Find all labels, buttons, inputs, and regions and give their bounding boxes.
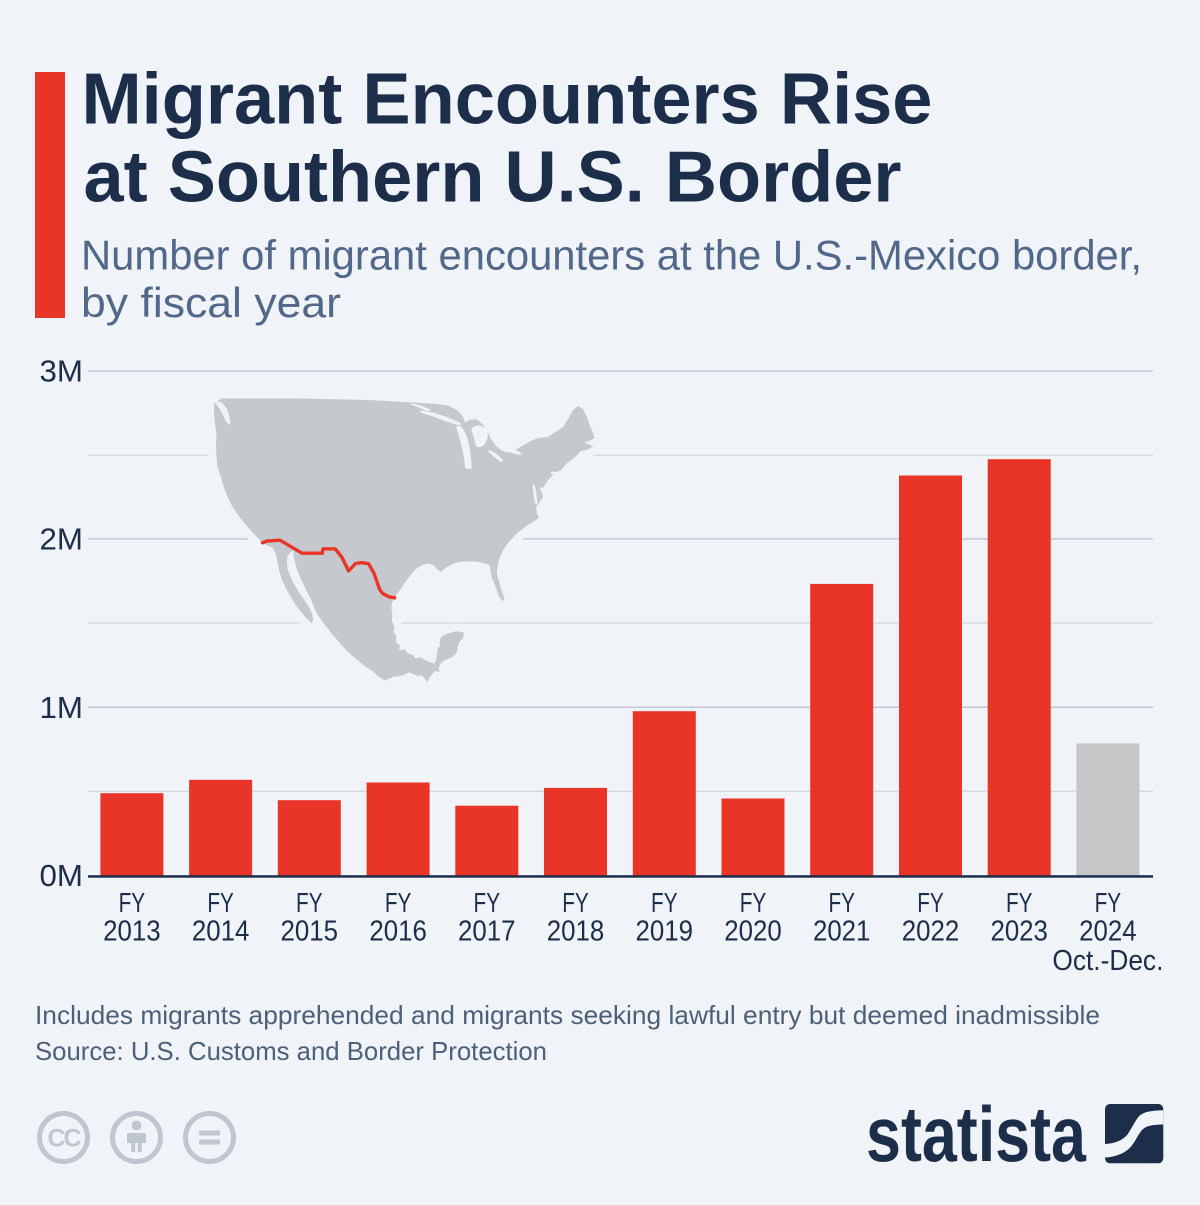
svg-text:FY: FY bbox=[1006, 887, 1033, 918]
svg-text:FY: FY bbox=[1095, 887, 1122, 918]
svg-text:Number of migrant encounters a: Number of migrant encounters at the U.S.… bbox=[81, 232, 1142, 279]
svg-text:Oct.-Dec.: Oct.-Dec. bbox=[1052, 945, 1163, 977]
svg-text:FY: FY bbox=[740, 887, 767, 918]
svg-text:FY: FY bbox=[917, 887, 944, 918]
svg-text:statista: statista bbox=[866, 1090, 1086, 1178]
svg-text:3M: 3M bbox=[40, 354, 84, 389]
svg-text:2022: 2022 bbox=[902, 915, 960, 947]
svg-text:2014: 2014 bbox=[192, 915, 250, 947]
svg-text:FY: FY bbox=[207, 887, 234, 918]
svg-text:2023: 2023 bbox=[990, 915, 1048, 947]
svg-text:FY: FY bbox=[385, 887, 412, 918]
svg-text:by fiscal year: by fiscal year bbox=[81, 279, 341, 326]
svg-text:2013: 2013 bbox=[103, 915, 161, 947]
svg-text:2020: 2020 bbox=[724, 915, 782, 947]
svg-text:FY: FY bbox=[562, 887, 589, 918]
svg-text:2016: 2016 bbox=[369, 915, 427, 947]
svg-text:at Southern U.S. Border: at Southern U.S. Border bbox=[84, 138, 902, 218]
svg-text:FY: FY bbox=[296, 887, 323, 918]
svg-text:CC: CC bbox=[47, 1125, 81, 1153]
svg-text:Source: U.S. Customs and Borde: Source: U.S. Customs and Border Protecti… bbox=[35, 1036, 547, 1066]
svg-text:2017: 2017 bbox=[458, 915, 516, 947]
svg-text:FY: FY bbox=[828, 887, 855, 918]
svg-text:2015: 2015 bbox=[281, 915, 339, 947]
svg-text:2019: 2019 bbox=[636, 915, 694, 947]
svg-text:Migrant Encounters Rise: Migrant Encounters Rise bbox=[82, 60, 933, 140]
svg-text:FY: FY bbox=[119, 887, 146, 918]
svg-text:2021: 2021 bbox=[813, 915, 871, 947]
svg-text:FY: FY bbox=[474, 887, 501, 918]
svg-text:2M: 2M bbox=[40, 522, 84, 557]
svg-text:1M: 1M bbox=[40, 690, 84, 725]
svg-text:0M: 0M bbox=[40, 858, 84, 893]
svg-text:FY: FY bbox=[651, 887, 678, 918]
svg-text:2018: 2018 bbox=[547, 915, 605, 947]
svg-text:Includes migrants apprehended: Includes migrants apprehended and migran… bbox=[35, 1000, 1100, 1030]
svg-text:2024: 2024 bbox=[1079, 915, 1137, 947]
